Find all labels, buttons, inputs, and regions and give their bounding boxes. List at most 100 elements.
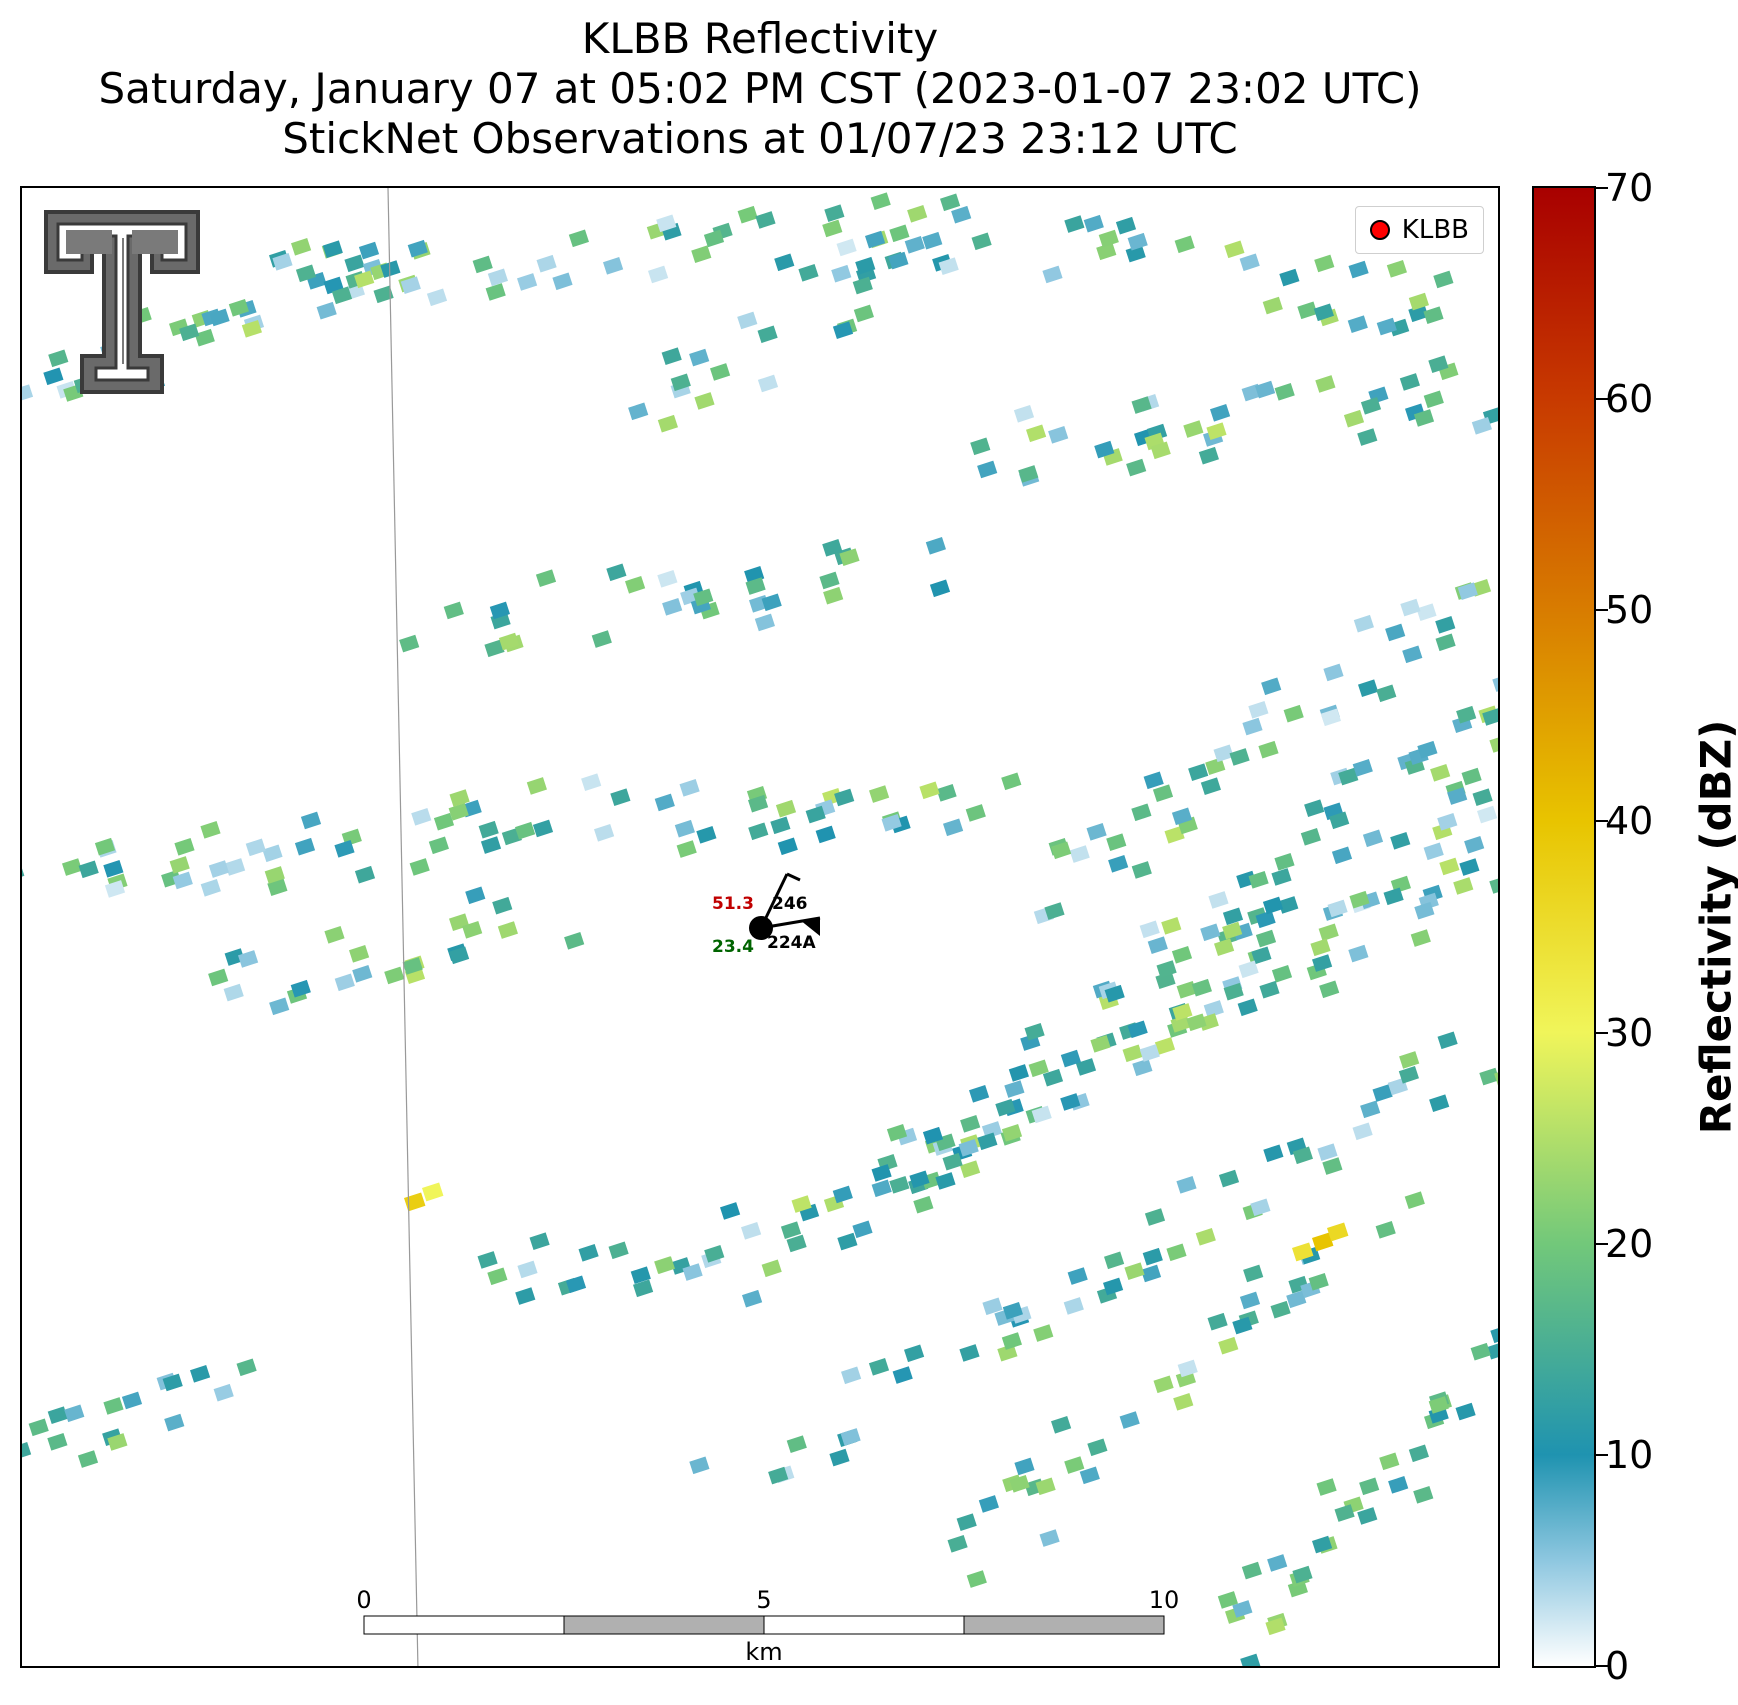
reflectivity-cell	[1262, 896, 1284, 915]
reflectivity-cell	[1331, 846, 1353, 865]
reflectivity-cell	[334, 973, 355, 992]
reflectivity-cell	[1224, 240, 1245, 259]
reflectivity-cell	[1122, 1044, 1143, 1063]
reflectivity-cell	[517, 1260, 538, 1279]
colorbar-tick-label: 70	[1605, 166, 1654, 210]
reflectivity-cell	[1140, 1264, 1162, 1283]
reflectivity-cell	[829, 1448, 850, 1467]
reflectivity-cell	[1270, 1300, 1291, 1319]
reflectivity-cell	[1489, 876, 1498, 894]
reflectivity-cell	[1237, 998, 1258, 1017]
reflectivity-cell	[1176, 1176, 1197, 1194]
colorbar-tick-mark	[1596, 1453, 1608, 1456]
reflectivity-cell	[1014, 1457, 1035, 1476]
reflectivity-cell	[922, 231, 943, 250]
reflectivity-cell	[1372, 1084, 1393, 1102]
reflectivity-cell	[200, 821, 221, 839]
reflectivity-cell	[742, 1289, 763, 1308]
reflectivity-cell	[1453, 877, 1474, 895]
colorbar	[1532, 186, 1596, 1668]
reflectivity-cell	[1139, 920, 1160, 939]
reflectivity-cell	[449, 789, 470, 807]
reflectivity-cell	[480, 836, 502, 854]
reflectivity-cell	[654, 1256, 675, 1274]
reflectivity-cell	[929, 579, 951, 598]
reflectivity-cell	[1171, 807, 1193, 826]
reflectivity-cell	[1283, 704, 1304, 723]
reflectivity-cell	[103, 860, 124, 878]
reflectivity-cell	[1001, 772, 1022, 791]
reflectivity-cell	[832, 321, 854, 339]
reflectivity-cell	[960, 1115, 981, 1133]
reflectivity-cell	[1119, 1411, 1140, 1429]
reflectivity-cell	[1218, 1169, 1240, 1188]
reflectivity-cell	[691, 245, 712, 263]
reflectivity-cell	[662, 598, 683, 616]
scale-tick-10: 10	[1149, 1586, 1180, 1614]
reflectivity-cell	[162, 1373, 183, 1392]
reflectivity-cell	[236, 1358, 257, 1377]
reflectivity-cell	[489, 601, 510, 620]
reflectivity-cell	[1423, 306, 1444, 324]
reflectivity-cell	[1191, 978, 1212, 997]
reflectivity-cell	[841, 1366, 862, 1385]
reflectivity-cell	[1079, 1466, 1100, 1485]
reflectivity-cell	[754, 613, 775, 632]
reflectivity-cell	[1039, 1529, 1060, 1547]
reflectivity-cell	[1435, 615, 1456, 634]
reflectivity-cell	[1416, 603, 1437, 621]
station-id: 224A	[767, 933, 816, 953]
reflectivity-cell	[1292, 1242, 1314, 1262]
reflectivity-cell	[822, 539, 843, 557]
reflectivity-cell	[1417, 740, 1438, 759]
reflectivity-cell	[209, 308, 230, 327]
reflectivity-cell	[526, 777, 547, 795]
reflectivity-cell	[194, 328, 215, 347]
reflectivity-cell	[1161, 917, 1182, 935]
reflectivity-cell	[1154, 1037, 1176, 1055]
reflectivity-cell	[1343, 409, 1365, 428]
reflectivity-cell	[1311, 1232, 1334, 1252]
reflectivity-cell	[1274, 383, 1295, 401]
chart-subtitle-time: Saturday, January 07 at 05:02 PM CST (20…	[98, 64, 1422, 113]
reflectivity-cell	[1171, 945, 1193, 964]
reflectivity-cell	[1188, 763, 1209, 781]
reflectivity-cell	[745, 577, 766, 595]
reflectivity-cell	[871, 1164, 892, 1182]
reflectivity-cell	[689, 1456, 710, 1475]
reflectivity-cell	[1064, 215, 1085, 233]
reflectivity-cell	[1357, 428, 1378, 446]
station-dewpoint: 23.4	[712, 937, 754, 957]
reflectivity-cell	[1362, 829, 1384, 848]
reflectivity-cell	[1018, 465, 1039, 483]
reflectivity-cell	[871, 1179, 892, 1198]
reflectivity-cell	[1304, 799, 1325, 817]
reflectivity-cell	[805, 805, 826, 824]
reflectivity-cell	[22, 863, 25, 882]
chart-title: KLBB Reflectivity	[581, 14, 939, 63]
reflectivity-cell	[1385, 623, 1406, 642]
reflectivity-cell	[1255, 929, 1277, 948]
reflectivity-cell	[853, 304, 874, 323]
reflectivity-cell	[822, 219, 843, 238]
reflectivity-cell	[1174, 235, 1195, 254]
reflectivity-cell	[1042, 265, 1063, 284]
reflectivity-cell	[409, 858, 430, 876]
reflectivity-cell	[868, 1358, 890, 1376]
reflectivity-cell	[294, 837, 316, 856]
county-boundary-line	[387, 188, 419, 1666]
reflectivity-cell	[179, 323, 200, 342]
reflectivity-cell	[852, 1220, 873, 1239]
radar-map[interactable]: 51.3 246 23.4 224A 0 5 10 km	[20, 186, 1500, 1668]
reflectivity-cell	[755, 211, 776, 229]
reflectivity-cell	[1492, 674, 1498, 692]
reflectivity-cell	[1009, 1474, 1030, 1493]
reflectivity-cell	[913, 1195, 934, 1214]
reflectivity-cell	[1177, 1359, 1198, 1378]
reflectivity-cell	[1004, 1080, 1025, 1098]
reflectivity-cell	[228, 299, 249, 317]
reflectivity-cell	[324, 925, 345, 944]
station-model[interactable]: 51.3 246 23.4 224A	[712, 872, 821, 957]
reflectivity-cell	[1402, 645, 1423, 664]
reflectivity-cell	[1348, 260, 1369, 279]
